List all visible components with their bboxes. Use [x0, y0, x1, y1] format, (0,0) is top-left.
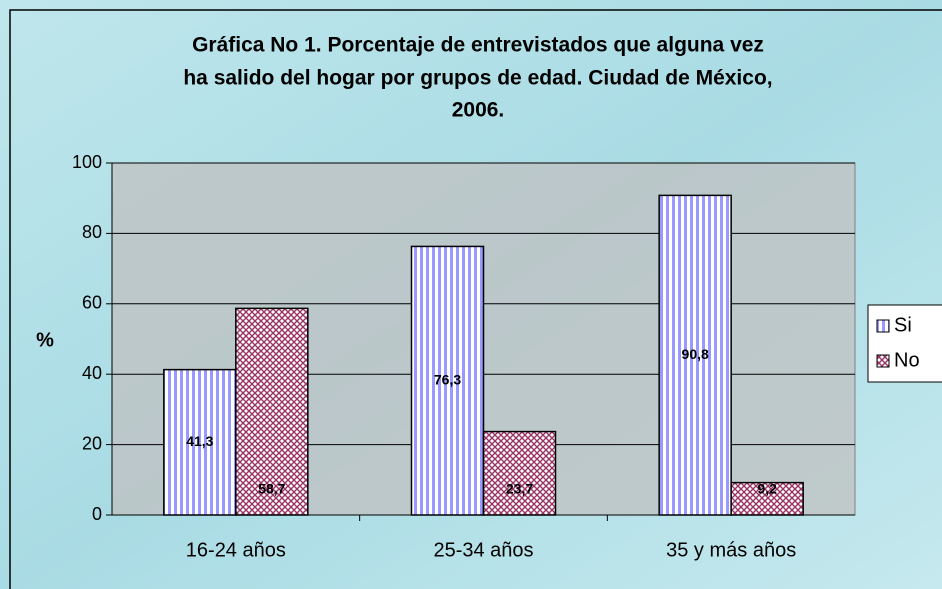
data-label: 76,3 — [434, 371, 461, 387]
bar — [410, 245, 485, 516]
chart-border — [9, 9, 942, 589]
y-tick-label: 80 — [82, 222, 102, 242]
chart-title: ha salido del hogar por grupos de edad. … — [183, 67, 772, 90]
x-tick-label: 16-24 años — [186, 539, 286, 561]
bar — [163, 368, 237, 516]
bar — [482, 430, 557, 516]
x-tick-label: 25-34 años — [433, 539, 533, 561]
data-label: 9,2 — [757, 481, 777, 497]
legend-swatch — [876, 319, 890, 333]
y-tick-label: 40 — [82, 363, 102, 383]
x-tick-label: 35 y más años — [666, 539, 796, 561]
bar — [658, 194, 732, 516]
bar — [235, 307, 309, 516]
legend-label: Si — [894, 314, 912, 336]
data-label: 90,8 — [682, 346, 709, 362]
data-label: 41,3 — [186, 433, 213, 449]
y-tick-label: 20 — [82, 433, 102, 453]
bar — [730, 481, 804, 516]
chart-title: 2006. — [452, 99, 505, 122]
y-tick-label: 0 — [92, 504, 102, 524]
y-tick-label: 60 — [82, 293, 102, 313]
legend — [867, 304, 942, 383]
y-axis-label: % — [36, 329, 54, 351]
data-label: 23,7 — [506, 481, 533, 497]
data-label: 58,7 — [258, 481, 285, 497]
legend-swatch — [876, 354, 890, 368]
y-tick-label: 100 — [72, 152, 102, 172]
chart-title: Gráfica No 1. Porcentaje de entrevistado… — [192, 34, 764, 57]
legend-label: No — [894, 349, 920, 371]
